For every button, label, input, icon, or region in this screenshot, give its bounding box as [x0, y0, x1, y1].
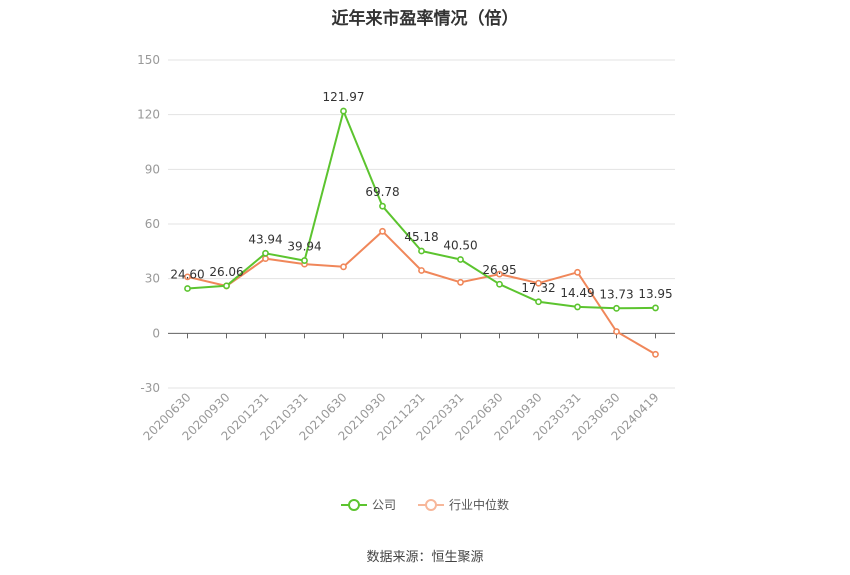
axes: 1501209060300-30202006302020093020201231… — [137, 53, 675, 443]
company-data-label: 13.95 — [638, 287, 672, 301]
company-point — [262, 249, 269, 257]
company-point — [496, 280, 503, 288]
company-point — [535, 298, 542, 306]
data-labels: 24.60 26.06 43.94 39.94 121.97 69.78 45.18 40.5… — [170, 90, 672, 301]
company-data-label: 26.06 — [209, 265, 243, 279]
industry-median-point — [652, 350, 659, 358]
legend-industry-marker-icon — [418, 498, 444, 512]
legend-item-company[interactable]: 公司 — [340, 496, 396, 513]
company-data-label: 14.49 — [560, 286, 594, 300]
legend-company-marker-icon — [340, 498, 367, 512]
y-tick-label: 150 — [137, 53, 160, 67]
company-data-label: 13.73 — [599, 287, 633, 301]
industry-median-point — [379, 227, 386, 235]
company-data-label: 45.18 — [404, 230, 438, 244]
series-layer — [184, 107, 659, 358]
company-point — [652, 304, 659, 312]
industry-median-point — [418, 267, 425, 274]
y-tick-label: 0 — [152, 326, 160, 340]
company-data-label: 24.60 — [170, 268, 204, 282]
legend-company-label: 公司 — [371, 498, 396, 512]
y-tick-label: 60 — [145, 217, 160, 231]
company-data-label: 40.50 — [443, 239, 477, 253]
company-point — [457, 256, 464, 263]
industry-median-point — [535, 279, 542, 287]
company-point — [379, 202, 386, 210]
company-data-label: 39.94 — [287, 240, 321, 254]
data-source: 数据来源：恒生聚源 — [366, 550, 484, 565]
legend-item-industry-median[interactable]: 行业中位数 — [418, 496, 509, 513]
company-point — [223, 282, 230, 290]
chart-title: 近年来市盈率情况（倍） — [331, 9, 519, 29]
company-data-label: 69.78 — [365, 185, 399, 199]
industry-median-point — [613, 328, 620, 335]
company-point — [574, 303, 581, 311]
industry-median-point — [457, 278, 464, 286]
legend: 公司 行业中位数 — [0, 496, 850, 513]
industry-median-point — [496, 270, 503, 278]
company-point — [184, 285, 191, 292]
y-tick-label: -30 — [140, 381, 160, 395]
y-tick-label: 30 — [145, 272, 160, 286]
legend-industry-label: 行业中位数 — [449, 498, 510, 512]
company-point — [613, 304, 620, 312]
company-point — [340, 107, 347, 115]
industry-median-point — [262, 255, 269, 263]
industry-median-point — [340, 263, 347, 271]
company-data-label: 43.94 — [248, 232, 282, 246]
company-point — [418, 247, 425, 255]
industry-median-point — [574, 268, 581, 276]
company-data-label: 26.95 — [482, 263, 516, 277]
company-point — [301, 257, 308, 264]
y-tick-label: 120 — [137, 108, 160, 122]
grid-lines — [168, 59, 675, 389]
company-data-label: 121.97 — [323, 90, 365, 104]
industry-median-point — [184, 273, 191, 281]
company-data-label: 17.32 — [521, 281, 555, 295]
y-tick-label: 90 — [145, 162, 160, 176]
